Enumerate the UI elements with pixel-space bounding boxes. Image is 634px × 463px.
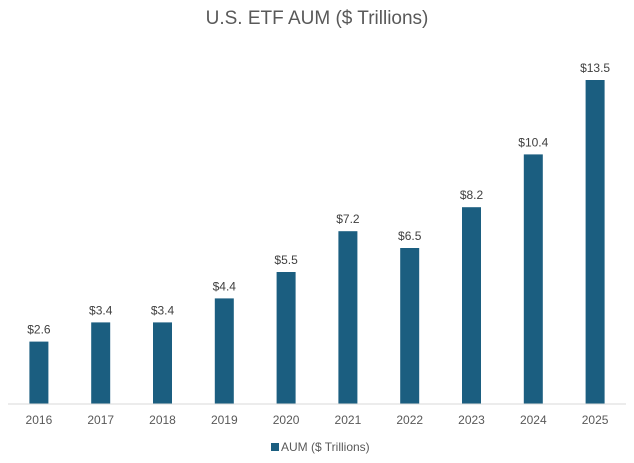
bar-2016[interactable] <box>29 341 49 404</box>
bar-2025[interactable] <box>585 80 605 404</box>
legend[interactable]: AUM ($ Trillions) <box>271 440 370 454</box>
data-label-2016: $2.6 <box>27 323 51 337</box>
x-tick-label-2023: 2023 <box>458 413 485 427</box>
x-tick-label-2020: 2020 <box>273 413 300 427</box>
bar-2023[interactable] <box>462 207 481 404</box>
x-tick-label-2018: 2018 <box>149 413 176 427</box>
data-label-2021: $7.2 <box>336 212 360 226</box>
data-label-2024: $10.4 <box>518 135 548 149</box>
data-label-2017: $3.4 <box>89 303 113 317</box>
bar-2022[interactable] <box>400 248 420 404</box>
x-tick-label-2025: 2025 <box>582 413 609 427</box>
x-tick-label-2019: 2019 <box>211 413 238 427</box>
chart-title: U.S. ETF AUM ($ Trillions) <box>206 8 429 29</box>
legend-swatch <box>271 443 279 451</box>
x-tick-label-2024: 2024 <box>520 413 547 427</box>
data-label-2019: $4.4 <box>213 279 237 293</box>
bar-2020[interactable] <box>276 272 296 404</box>
data-label-2018: $3.4 <box>151 303 175 317</box>
x-tick-label-2017: 2017 <box>87 413 114 427</box>
x-tick-label-2021: 2021 <box>335 413 362 427</box>
bar-2019[interactable] <box>214 298 234 404</box>
data-label-2022: $6.5 <box>398 229 422 243</box>
bar-2018[interactable] <box>153 322 172 404</box>
legend-label: AUM ($ Trillions) <box>281 440 370 454</box>
bar-2024[interactable] <box>523 154 543 404</box>
bar-2021[interactable] <box>338 231 358 404</box>
data-label-2023: $8.2 <box>460 188 484 202</box>
x-tick-label-2016: 2016 <box>26 413 53 427</box>
bar-2017[interactable] <box>91 322 111 404</box>
x-tick-label-2022: 2022 <box>396 413 423 427</box>
data-label-2025: $13.5 <box>580 61 610 75</box>
data-label-2020: $5.5 <box>274 253 298 267</box>
